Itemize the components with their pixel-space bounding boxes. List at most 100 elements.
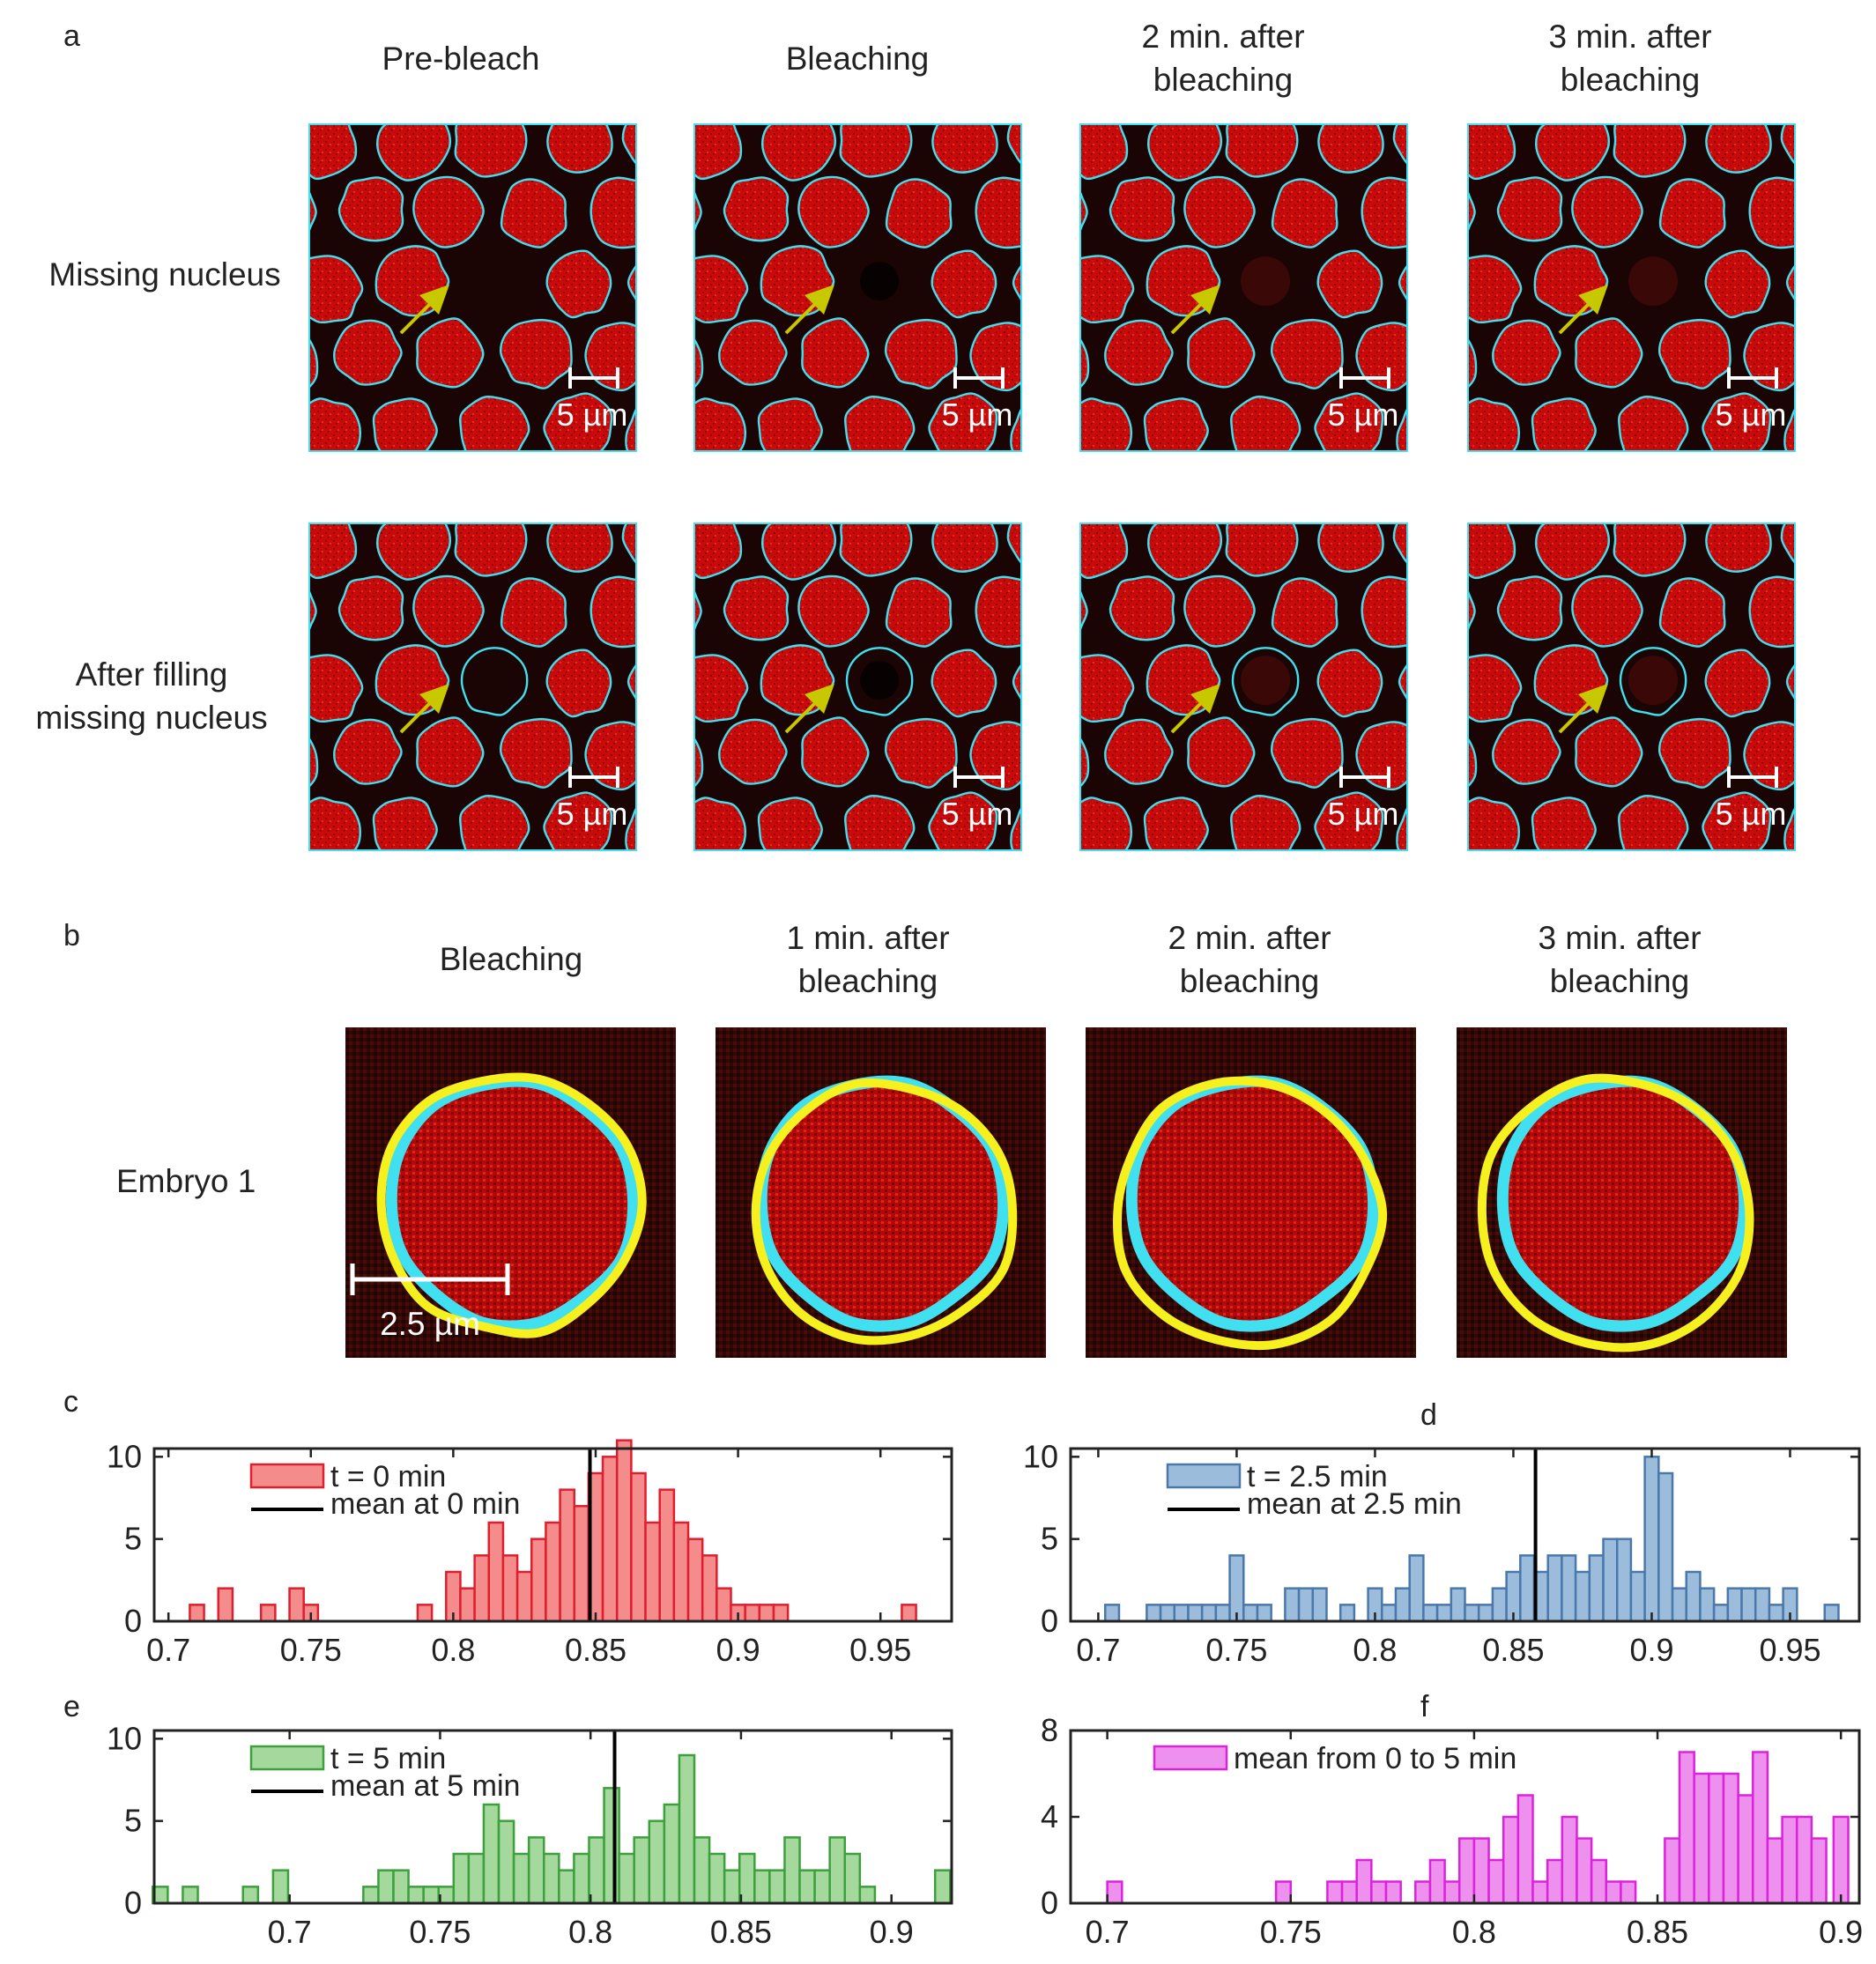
histogram-bar <box>487 1521 505 1623</box>
histogram-bar <box>1590 1858 1608 1905</box>
scale-bar-label: 5 µm <box>1716 796 1787 832</box>
scale-bar-label: 5 µm <box>557 796 628 832</box>
histogram-bar <box>422 1886 440 1905</box>
histogram-bar <box>1620 1880 1637 1905</box>
a-image-r2c2: 5 µm <box>693 522 1022 851</box>
histogram-bar <box>658 1488 676 1623</box>
histogram-bar <box>452 1852 471 1905</box>
histogram-bar <box>615 1439 633 1623</box>
histogram-bar <box>1326 1880 1344 1905</box>
histogram-bar <box>527 1836 545 1905</box>
histogram-bar <box>603 1787 620 1905</box>
panel-letter-a: a <box>63 19 80 53</box>
b-col-title-1: Bleaching <box>440 938 583 981</box>
histogram-bar <box>473 1554 491 1623</box>
histogram-bar <box>601 1456 619 1623</box>
histogram-c: 0.7 0.75 0.8 0.85 0.9 0.95 0 5 10 t = 0 min mean a… <box>53 1436 960 1674</box>
arrow-icon <box>784 684 834 734</box>
histogram-bar <box>1200 1604 1218 1623</box>
histogram-bar <box>1726 1587 1743 1623</box>
histogram-bar <box>716 1587 732 1623</box>
histogram-bar <box>259 1604 277 1623</box>
scale-bar-label: 5 µm <box>1328 397 1399 433</box>
histogram-bar <box>392 1869 410 1905</box>
y-tick-label: 10 <box>107 1438 142 1474</box>
scale-bar: 5 µm <box>942 367 1012 433</box>
histogram-bar <box>1823 1604 1840 1623</box>
x-tick-label: 0.7 <box>146 1632 190 1668</box>
x-tick-label: 0.85 <box>1627 1914 1688 1950</box>
legend-entry: t = 5 min <box>330 1742 446 1775</box>
axes-frame <box>152 1729 953 1905</box>
a-col-title-1-line1: Pre-bleach <box>382 41 540 77</box>
histogram-bar <box>1414 1880 1432 1905</box>
y-tick-label: 0 <box>124 1885 142 1921</box>
arrow-icon <box>784 285 834 335</box>
b-image-2 <box>716 1027 1046 1358</box>
histogram-bar <box>1428 1858 1446 1905</box>
x-tick-label: 0.95 <box>1759 1632 1820 1668</box>
y-tick-label: 0 <box>1041 1885 1058 1921</box>
histogram-bar <box>1297 1587 1315 1623</box>
histogram-bar <box>1810 1837 1828 1905</box>
histogram-bar <box>901 1604 917 1623</box>
histogram-bar <box>501 1554 519 1623</box>
b-col-title-2: 1 min. after bleaching <box>786 916 949 1003</box>
histogram-bar <box>1664 1837 1681 1905</box>
histogram-bar <box>288 1587 305 1623</box>
histogram-bar <box>182 1886 199 1905</box>
histogram-bar <box>1671 1587 1687 1623</box>
a-image-r1c4: 5 µm <box>1467 123 1796 452</box>
histogram-bar <box>1472 1837 1490 1905</box>
b-col-title-2-line1: 1 min. after <box>786 920 950 956</box>
histogram-bar <box>648 1819 666 1905</box>
x-tick-label: 0.9 <box>870 1914 914 1950</box>
histogram-bar <box>701 1554 718 1623</box>
histogram-bar <box>515 1570 533 1623</box>
histogram-bar <box>1605 1880 1622 1905</box>
histogram-bar <box>744 1604 761 1623</box>
y-tick-label: 8 <box>1041 1718 1058 1748</box>
scale-bar: 5 µm <box>942 767 1012 832</box>
histogram-bar <box>558 1869 575 1905</box>
histogram-bar <box>1561 1554 1577 1623</box>
histogram-bar <box>1795 1815 1813 1905</box>
histogram-bar <box>1384 1880 1402 1905</box>
histogram-bar <box>723 1869 741 1905</box>
histogram-bar <box>1284 1587 1301 1623</box>
histogram-bar <box>1340 1880 1358 1905</box>
histogram-bar <box>1487 1858 1505 1905</box>
histogram-bar <box>813 1869 831 1905</box>
histogram-bar <box>1752 1751 1769 1905</box>
histogram-bar <box>678 1753 696 1905</box>
b-image-1: 2.5 µm <box>345 1027 676 1358</box>
histogram-bar <box>573 1505 590 1623</box>
histogram-bar <box>798 1869 816 1905</box>
histogram-bar <box>497 1819 515 1905</box>
scale-bar: 2.5 µm <box>350 1264 510 1342</box>
legend-entry: t = 0 min <box>330 1460 446 1493</box>
histogram-bar <box>1546 1858 1564 1905</box>
x-tick-label: 0.95 <box>849 1632 911 1668</box>
scale-bar: 5 µm <box>1328 767 1398 832</box>
x-tick-label: 0.8 <box>431 1632 475 1668</box>
histogram-bar <box>686 1538 704 1623</box>
x-tick-label: 0.9 <box>1819 1914 1863 1950</box>
b-col-title-3-line2: bleaching <box>1179 963 1320 999</box>
a-image-r1c3: 5 µm <box>1079 123 1408 452</box>
legend-entry: mean at 5 min <box>330 1769 520 1803</box>
a-col-title-3-line2: bleaching <box>1153 62 1294 98</box>
a-col-title-2: Bleaching <box>786 37 930 80</box>
histogram-bar <box>1159 1604 1176 1623</box>
a-row-label-1-line1: Missing nucleus <box>48 256 281 293</box>
histogram-bar <box>1546 1554 1563 1623</box>
histogram-bar <box>1104 1604 1121 1623</box>
panel-letter-b: b <box>63 919 80 952</box>
histogram-bar <box>708 1852 726 1905</box>
histogram-bar <box>416 1604 434 1623</box>
histogram-bar <box>559 1488 575 1623</box>
panel-letter-d: d <box>1420 1398 1437 1432</box>
a-row-label-2-line1: After filling <box>75 656 228 693</box>
histogram-bar <box>663 1803 681 1905</box>
